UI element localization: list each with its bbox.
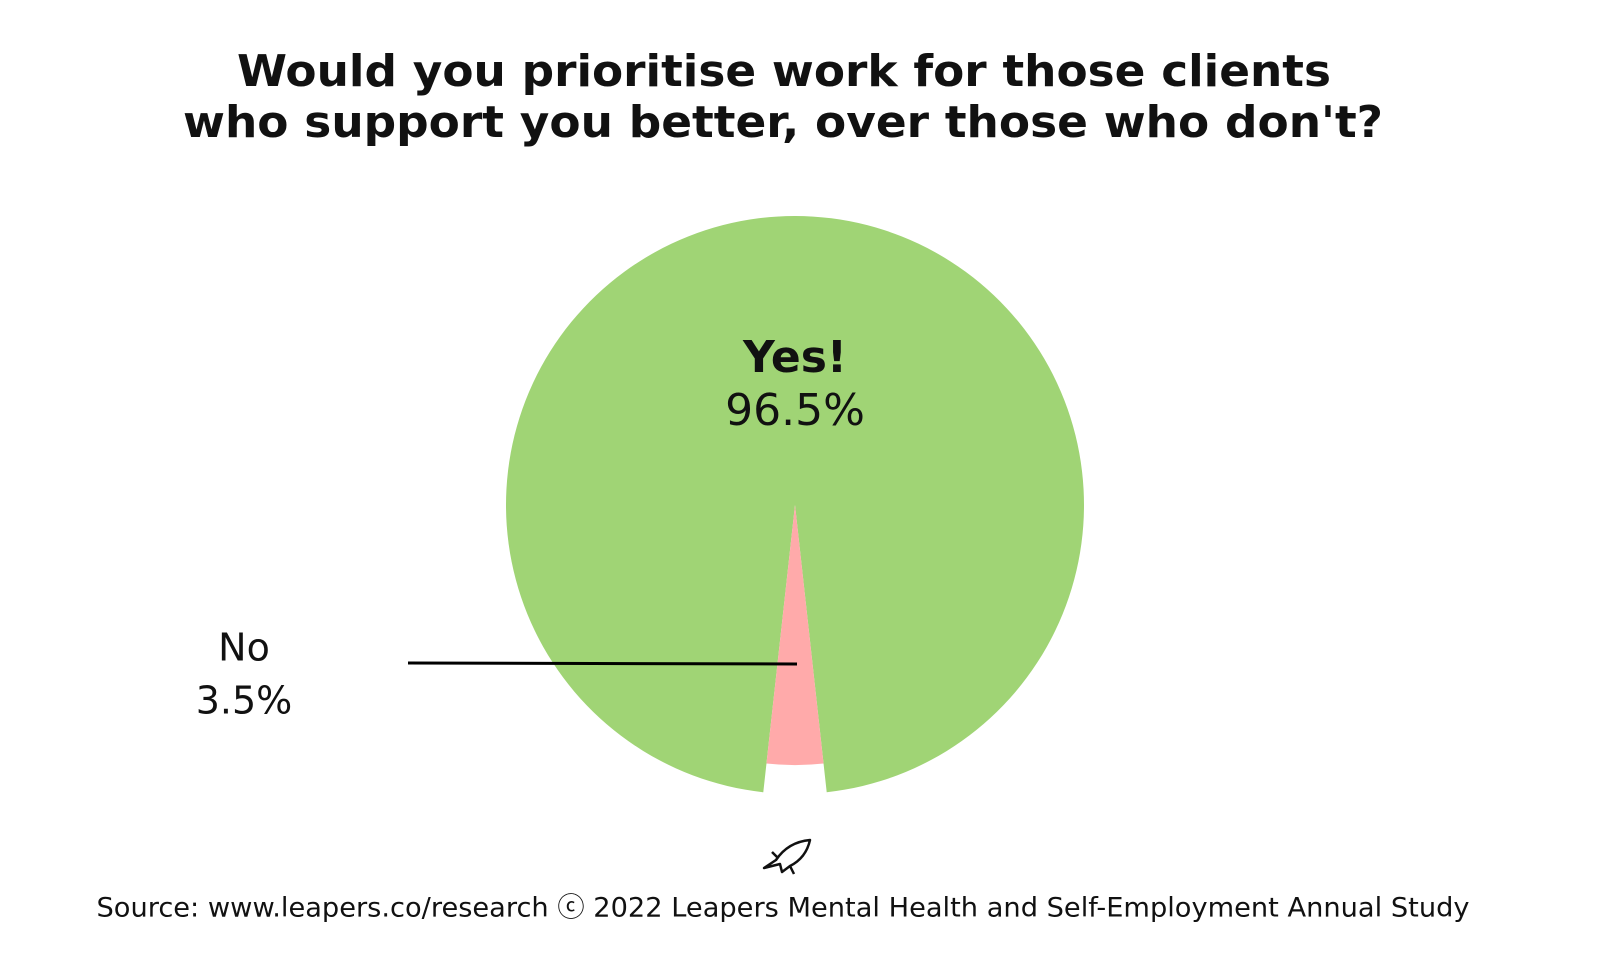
chart-title: who support you better, over those who d…: [183, 97, 1383, 148]
chart-title: Would you prioritise work for those clie…: [237, 46, 1331, 97]
slice-label: Yes!: [742, 332, 847, 383]
pie-slice: [766, 505, 824, 766]
pie-slice: [506, 216, 1084, 793]
source-note: Source: www.leapers.co/research ⓒ 2022 L…: [97, 893, 1470, 924]
slice-label: No: [218, 626, 270, 670]
leader-line: [407, 661, 798, 666]
logo-icon: [762, 838, 812, 875]
slice-value-label: 3.5%: [196, 679, 293, 723]
slice-value-label: 96.5%: [725, 385, 865, 436]
pie: [506, 216, 1084, 793]
